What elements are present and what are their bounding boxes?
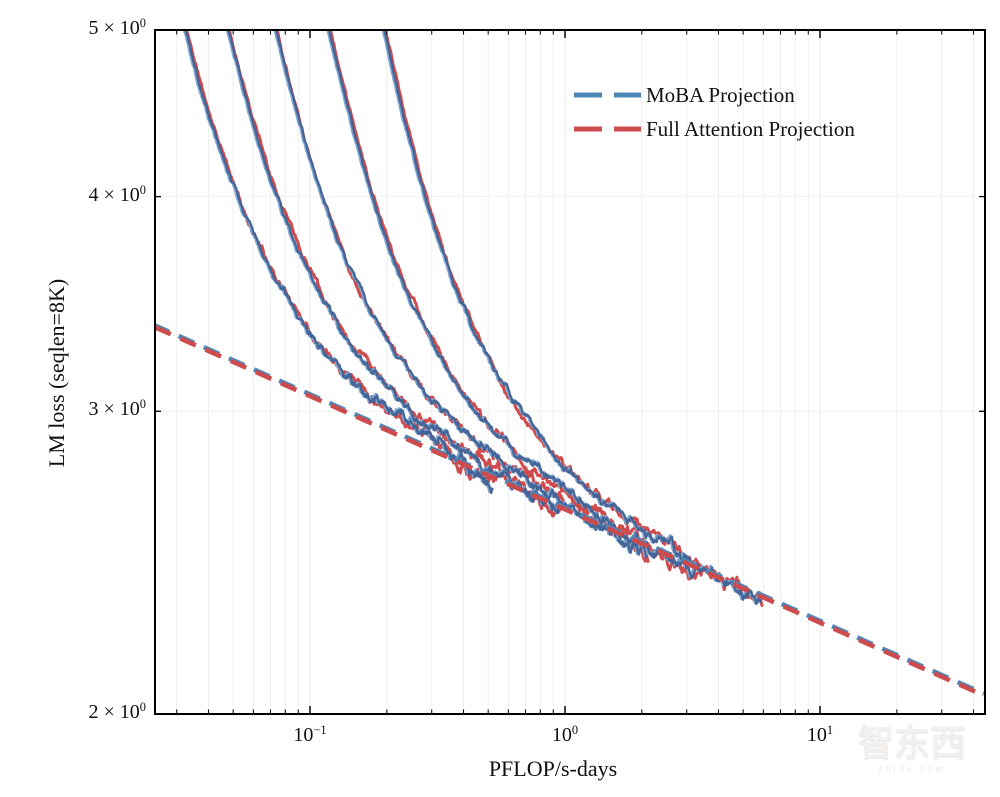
training-curve-overlap	[227, 30, 560, 515]
legend-samples	[574, 92, 641, 132]
training-curve-full-attention	[329, 30, 704, 581]
training-curve-moba	[381, 30, 761, 605]
plot-frame	[154, 29, 986, 715]
x-axis-title: PFLOP/s-days	[488, 756, 618, 781]
y-tick-3: 3 × 100	[88, 397, 146, 420]
training-curve-moba	[326, 30, 701, 579]
y-tick-4: 4 × 100	[88, 183, 146, 206]
training-curve-full-attention	[228, 30, 562, 518]
watermark-url: zhidx.com	[878, 763, 946, 774]
watermark: 智东西 zhidx.com	[832, 724, 992, 774]
full-attention-projection-line	[155, 325, 985, 699]
projection-lines	[155, 322, 985, 699]
y-tick-5: 5 × 100	[88, 16, 146, 39]
x-tick-10: 101	[806, 723, 834, 746]
legend-label-moba: MoBA Projection	[646, 83, 795, 107]
x-tick-0p1: 10−1	[293, 723, 327, 746]
plot-grid	[155, 30, 985, 714]
training-curve-overlap	[184, 30, 494, 495]
training-curve-full-attention	[275, 30, 650, 564]
x-tick-1: 100	[551, 723, 579, 746]
training-curve-overlap	[328, 30, 702, 580]
training-curve-overlap	[383, 30, 762, 606]
watermark-logo: 智东西	[857, 722, 966, 763]
legend-label-full-attention: Full Attention Projection	[646, 117, 855, 141]
y-tick-2: 2 × 100	[88, 700, 146, 723]
training-curve-overlap	[274, 30, 649, 559]
y-axis-title: LM loss (seqlen=8K)	[44, 278, 69, 468]
